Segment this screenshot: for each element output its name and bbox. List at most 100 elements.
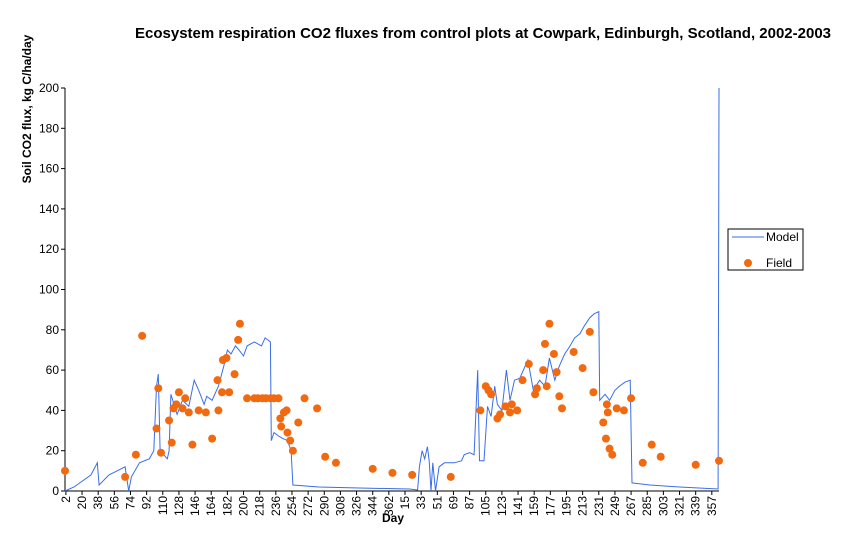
field-point — [286, 436, 295, 445]
x-tick-label: 195 — [559, 496, 573, 516]
field-point — [555, 392, 564, 401]
legend-marker — [744, 259, 752, 267]
field-point — [388, 468, 397, 477]
x-tick-label: 308 — [333, 496, 347, 516]
field-point — [188, 440, 197, 449]
legend-box — [727, 228, 804, 271]
field-point — [313, 404, 322, 413]
field-point — [446, 472, 455, 481]
y-tick-label: 200 — [39, 81, 59, 95]
field-point — [691, 460, 700, 469]
field-point — [638, 458, 647, 467]
field-point — [518, 376, 527, 385]
field-point — [184, 408, 193, 417]
field-point — [61, 466, 69, 475]
field-point — [545, 319, 554, 328]
field-point — [181, 394, 190, 403]
x-tick-label: 272 — [301, 496, 315, 516]
field-point — [167, 438, 176, 447]
field-point — [601, 434, 610, 443]
field-point — [154, 384, 163, 393]
x-tick-label: 326 — [350, 496, 364, 516]
x-tick-label: 344 — [366, 496, 380, 516]
chart-title: Ecosystem respiration CO2 fluxes from co… — [135, 25, 831, 42]
field-point — [213, 376, 222, 385]
x-tick-label: 33 — [414, 496, 428, 510]
field-point — [531, 390, 540, 399]
y-tick-label: 60 — [46, 363, 60, 377]
y-tick-label: 120 — [39, 242, 59, 256]
field-point — [589, 388, 598, 397]
x-tick-label: 213 — [576, 496, 590, 516]
x-tick-label: 249 — [608, 496, 622, 516]
field-point — [513, 406, 522, 415]
field-point — [178, 404, 187, 413]
field-point — [234, 335, 243, 344]
y-tick-label: 40 — [46, 403, 60, 417]
field-point — [288, 446, 297, 455]
field-point — [552, 368, 561, 377]
y-tick-label: 100 — [39, 283, 59, 297]
x-tick-label: 339 — [689, 496, 703, 516]
x-tick-label: 236 — [269, 496, 283, 516]
x-tick-label: 128 — [172, 496, 186, 516]
x-tick-label: 200 — [237, 496, 251, 516]
x-tick-label: 182 — [220, 496, 234, 516]
x-tick-label: 87 — [463, 496, 477, 510]
field-point — [603, 408, 612, 417]
x-tick-label: 164 — [204, 496, 218, 516]
field-point — [235, 319, 244, 328]
field-point — [208, 434, 217, 443]
field-point — [217, 388, 226, 397]
field-point — [549, 349, 558, 358]
field-point — [619, 406, 628, 415]
y-tick-label: 140 — [39, 202, 59, 216]
field-point — [121, 472, 130, 481]
field-point — [225, 388, 234, 397]
field-point — [627, 394, 636, 403]
x-tick-label: 362 — [382, 496, 396, 516]
x-tick-label: 254 — [285, 496, 299, 516]
field-point — [656, 452, 665, 461]
field-point — [524, 360, 533, 369]
field-point — [569, 347, 578, 356]
field-point — [277, 422, 286, 431]
legend-label: Field — [766, 256, 792, 270]
x-tick-label: 290 — [317, 496, 331, 516]
x-tick-label: 105 — [479, 496, 493, 516]
x-tick-label: 15 — [398, 496, 412, 510]
field-point — [131, 450, 140, 459]
x-tick-label: 38 — [91, 496, 105, 510]
field-point — [172, 400, 181, 409]
y-axis-title: Soil CO2 flux, kg C/ha/day — [20, 34, 34, 183]
x-tick-label: 267 — [624, 496, 638, 516]
field-point — [300, 394, 309, 403]
field-point — [274, 394, 283, 403]
field-point — [540, 339, 549, 348]
field-point — [602, 400, 611, 409]
field-point — [608, 450, 617, 459]
field-point — [201, 408, 210, 417]
field-point — [542, 382, 551, 391]
x-tick-label: 218 — [253, 496, 267, 516]
field-point — [165, 416, 174, 425]
field-point — [505, 408, 514, 417]
x-tick-label: 110 — [156, 496, 170, 515]
field-point — [321, 452, 330, 461]
x-tick-label: 285 — [640, 496, 654, 516]
field-point — [214, 406, 223, 415]
x-tick-label: 321 — [673, 496, 687, 516]
field-point — [282, 406, 291, 415]
x-tick-label: 69 — [446, 496, 460, 510]
field-point — [501, 402, 510, 411]
field-point — [230, 370, 239, 379]
x-tick-label: 159 — [527, 496, 541, 516]
field-point — [585, 327, 594, 336]
field-point — [408, 470, 417, 479]
x-tick-label: 92 — [140, 496, 154, 510]
field-point — [605, 444, 614, 453]
field-point — [715, 456, 723, 465]
field-point — [194, 406, 203, 415]
field-point — [156, 448, 165, 457]
field-point — [496, 410, 505, 419]
